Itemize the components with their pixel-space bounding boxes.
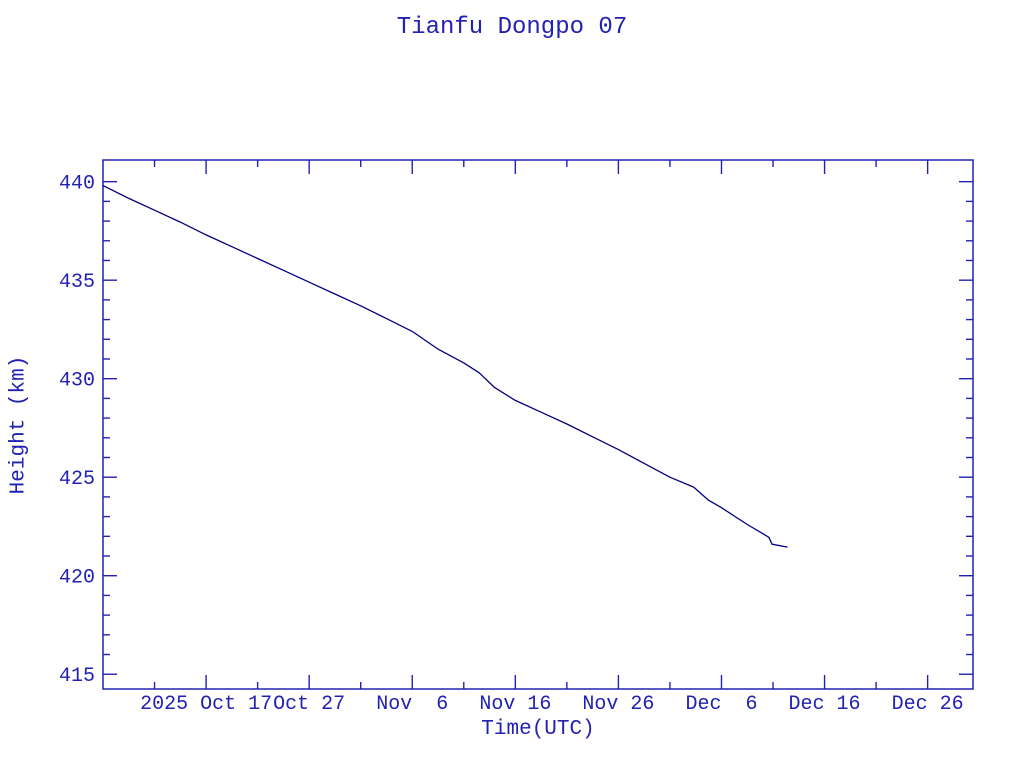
x-tick-label: Nov 6	[376, 693, 448, 716]
x-tick-label: Dec 6	[685, 693, 757, 716]
y-tick-label: 440	[59, 173, 95, 196]
x-tick-label: Oct 27	[273, 693, 345, 716]
y-tick-label: 420	[59, 567, 95, 590]
x-tick-label: Dec 26	[892, 693, 964, 716]
plot-frame	[102, 159, 974, 690]
x-tick-label: 2025 Oct 17	[140, 693, 272, 716]
y-tick-label: 425	[59, 468, 95, 491]
y-axis-label: Height (km)	[7, 355, 31, 495]
chart-title: Tianfu Dongpo 07	[396, 14, 628, 41]
y-tick-label: 430	[59, 370, 95, 393]
orbit-height-line	[102, 185, 788, 548]
y-tick-label: 415	[59, 665, 95, 688]
x-tick-label: Nov 26	[582, 693, 654, 716]
x-tick-label: Nov 16	[479, 693, 551, 716]
x-tick-label: Dec 16	[789, 693, 861, 716]
y-tick-label: 435	[59, 271, 95, 294]
x-axis-label: Time(UTC)	[481, 718, 595, 741]
